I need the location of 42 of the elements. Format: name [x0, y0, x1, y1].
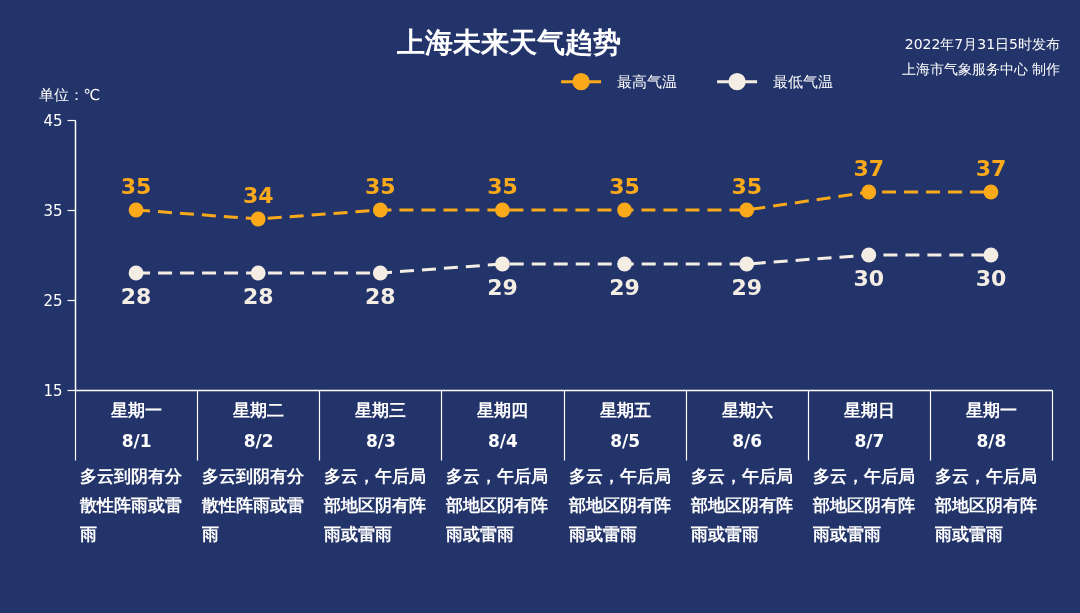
legend-label: 最低气温	[772, 72, 833, 91]
text: 多云到阴有分散性阵雨或雷雨	[201, 466, 306, 544]
x-tick-label: 星期一 8/1	[110, 399, 163, 451]
y-tick-label: 35	[43, 201, 63, 220]
text: 多云，午后局部地区阴有阵雨或雷雨	[689, 466, 793, 544]
x-tick-label: 星期二 8/2	[232, 399, 285, 451]
y-tick-label: 25	[43, 291, 63, 310]
data-label: 29	[487, 275, 518, 300]
x-tick-label: 星期五 8/5	[598, 399, 651, 451]
chart-title: 上海未来天气趋势	[395, 26, 621, 59]
x-tick-label: 星期三 8/3	[354, 399, 407, 451]
y-axis-title: 单位：℃	[38, 85, 101, 104]
data-label: 37	[975, 156, 1007, 181]
data-label: 30	[853, 266, 885, 291]
text: 多云，午后局部地区阴有阵雨或雷雨	[567, 466, 671, 544]
data-label: 29	[731, 275, 762, 300]
data-label: 28	[120, 284, 152, 309]
data-label: 29	[609, 275, 640, 300]
x-tick-label: 星期四 8/4	[476, 399, 529, 451]
x-tick-label: 星期日 8/7	[842, 399, 895, 451]
data-label: 35	[609, 174, 640, 199]
text: 多云到阴有分散性阵雨或雷雨	[79, 466, 183, 544]
x-tick-label: 星期一 8/8	[964, 399, 1017, 451]
data-label: 37	[853, 156, 885, 181]
y-tick-label: 45	[43, 111, 63, 130]
data-label: 35	[487, 174, 518, 199]
text: 2022年7月31日5时发布	[904, 36, 1060, 52]
data-label: 35	[731, 174, 762, 199]
data-label: 34	[242, 183, 274, 208]
data-label: 28	[242, 284, 274, 309]
data-label: 35	[365, 174, 396, 199]
text: 多云，午后局部地区阴有阵雨或雷雨	[445, 466, 549, 544]
data-label: 28	[365, 284, 396, 309]
data-label: 30	[975, 266, 1007, 291]
text: 多云，午后局部地区阴有阵雨或雷雨	[811, 466, 915, 544]
data-label: 35	[120, 174, 152, 199]
text: 多云，午后局部地区阴有阵雨或雷雨	[933, 466, 1037, 544]
y-tick-label: 15	[43, 381, 63, 400]
text: 上海市气象服务中心 制作	[901, 61, 1060, 77]
legend-label: 最高气温	[616, 72, 677, 91]
text: 多云，午后局部地区阴有阵雨或雷雨	[323, 466, 427, 544]
x-tick-label: 星期六 8/6	[720, 399, 773, 451]
